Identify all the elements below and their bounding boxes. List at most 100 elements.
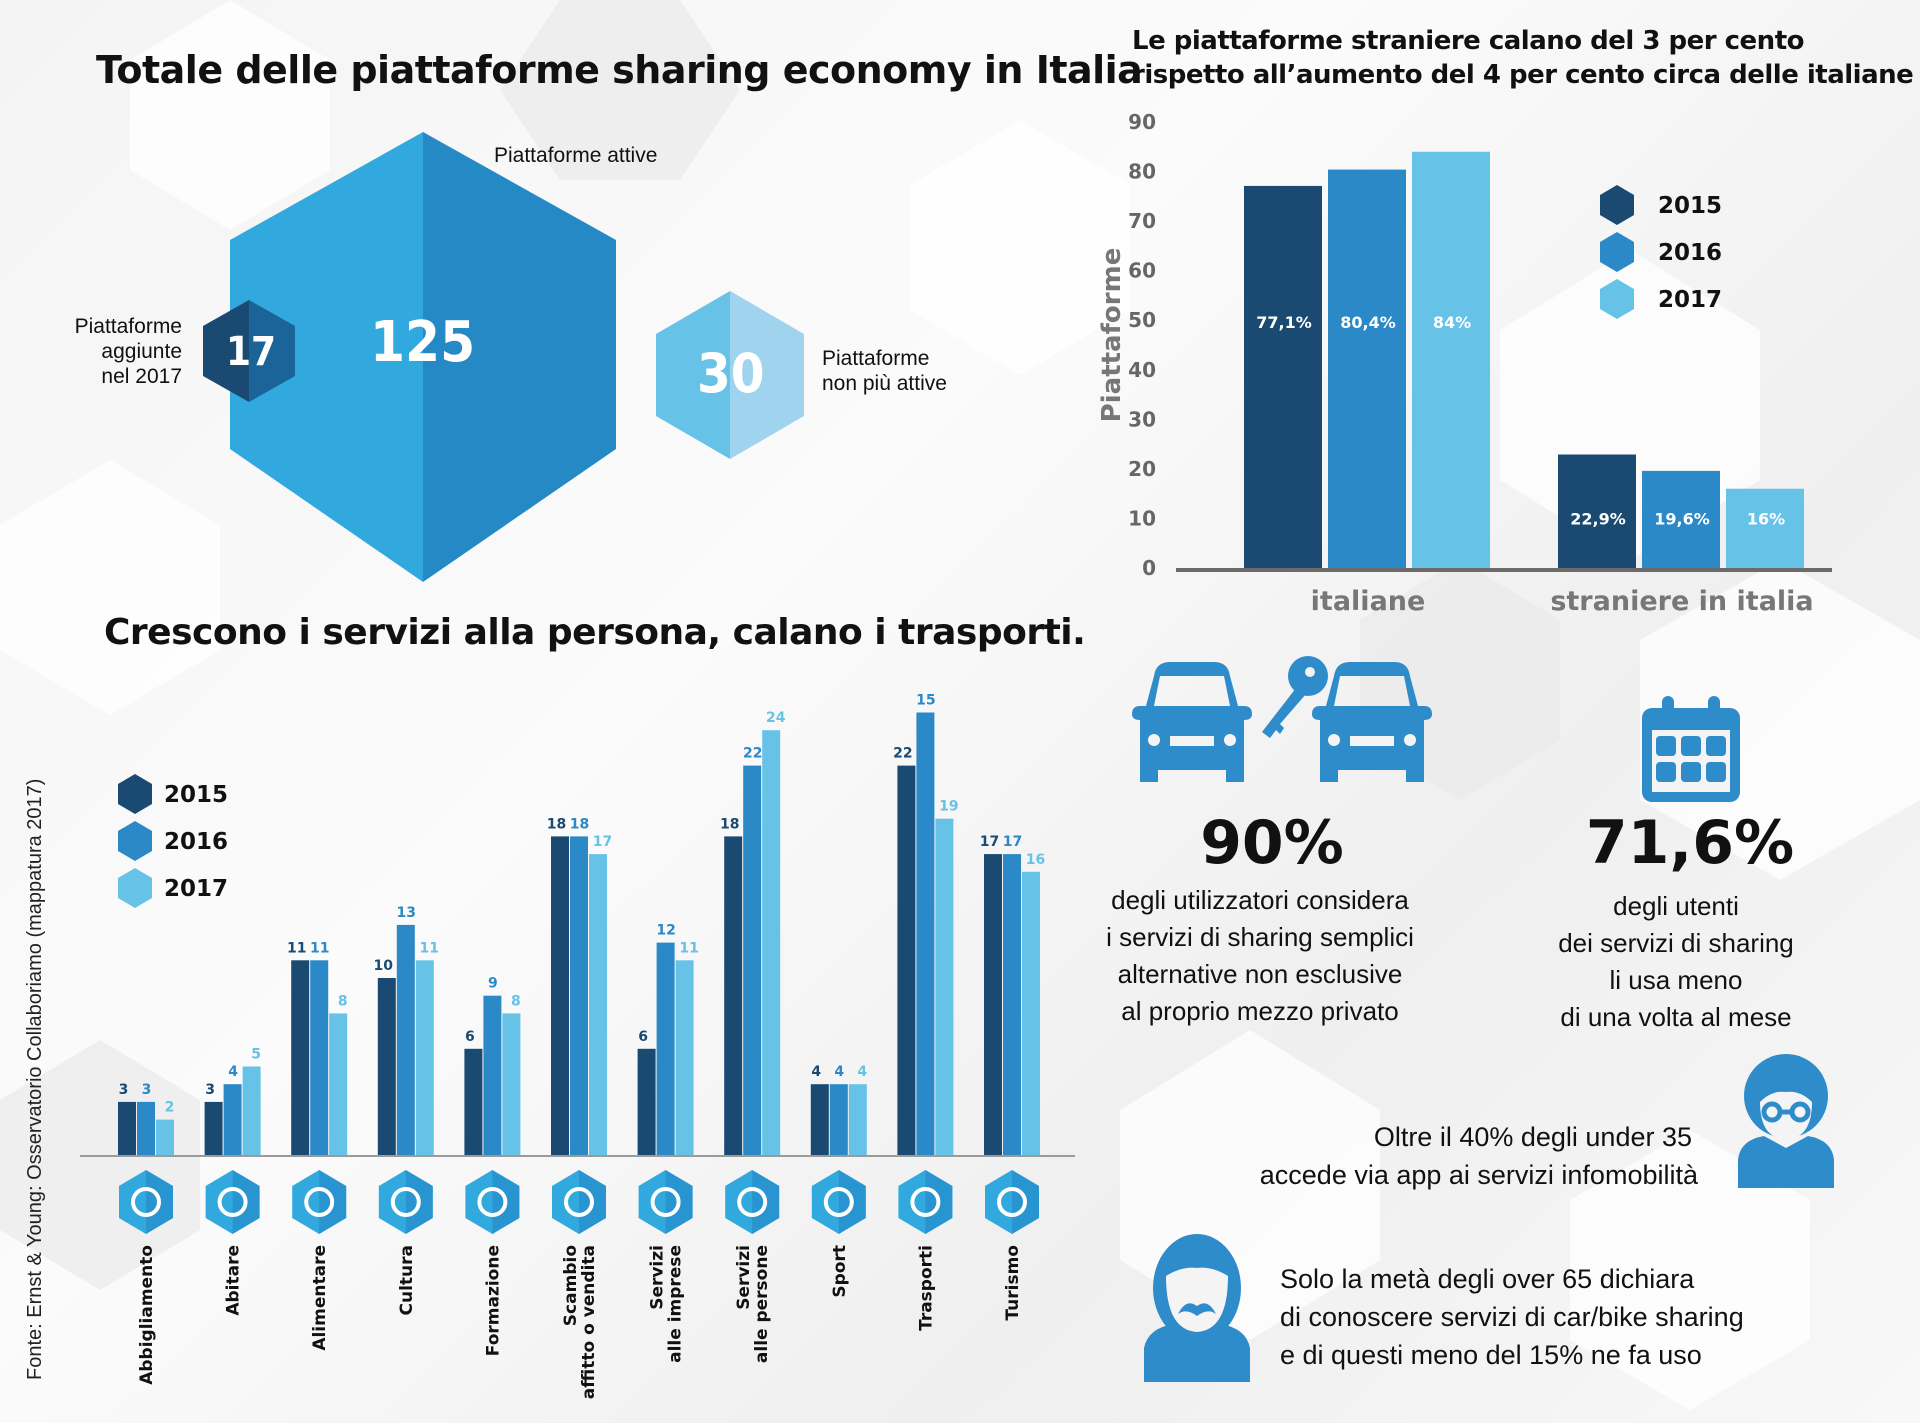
calendar-icon [1642,696,1740,802]
bar-value-label: 24 [766,710,786,726]
bar-value-label: 16% [1747,509,1785,528]
bar-value-label: 4 [857,1064,867,1080]
calendar-line-3: li usa meno [1609,965,1743,995]
bar-value-label: 12 [656,923,675,939]
icon-glyph [997,1187,1027,1217]
bar-value-label: 19,6% [1654,509,1710,528]
category-label: Abitare [224,1245,244,1316]
bar-value-label: 10 [374,958,394,974]
legend-label: 2016 [1658,240,1722,266]
icon-glyph [737,1187,768,1217]
category-label: Trasporti [916,1245,936,1331]
category-label: Formazione [483,1245,503,1356]
bar-value-label: 3 [205,1082,215,1098]
category-label: affitto o vendita [579,1245,599,1399]
icon-glyph [650,1187,681,1217]
category-label: alle imprese [666,1245,686,1363]
bar-2016 [1003,854,1021,1155]
category-label: Scambio [561,1245,581,1326]
bar-value-label: 5 [251,1047,261,1063]
bar-2016 [570,836,588,1155]
bar-2017 [1412,151,1490,568]
old-line-3: e di questi meno del 15% ne fa uso [1280,1340,1702,1370]
bar-2015 [984,854,1002,1155]
category-label: alle persone [752,1245,772,1363]
bar-2017 [762,730,781,1155]
bar-value-label: 9 [488,976,498,992]
bar-value-label: 13 [397,905,416,921]
bar-value-label: 17 [1003,834,1022,850]
category-label: Servizi [648,1245,668,1310]
bar-value-label: 2 [165,1100,175,1116]
bar-value-label: 22 [743,746,762,762]
legend-swatch-2016 [118,821,152,861]
bar-value-label: 18 [547,816,566,832]
chart1-title: Le piattaforme straniere calano del 3 pe… [1132,24,1914,92]
category-label: Sport [830,1245,850,1298]
bar-value-label: 4 [811,1064,821,1080]
bar-value-label: 84% [1433,313,1471,332]
chart2-title: Crescono i servizi alla persona, calano … [104,612,1086,653]
y-tick-label: 80 [1128,160,1156,184]
bar-2016 [1642,470,1720,568]
bar-2017 [675,960,694,1155]
bar-2015 [897,765,916,1155]
legend-label: 2015 [1658,193,1722,219]
bar-2016 [916,712,935,1155]
bar-value-label: 22 [893,746,912,762]
icon-glyph [217,1187,248,1217]
bar-2015 [1244,185,1322,568]
legend-label: 2017 [164,876,228,902]
category-label: Alimentare [310,1245,330,1351]
y-tick-label: 40 [1128,358,1156,382]
bar-value-label: 3 [119,1082,129,1098]
legend-label: 2016 [164,829,228,855]
category-label: Servizi [734,1245,754,1310]
bar-2017 [415,960,434,1155]
bar-2016 [396,924,415,1155]
active-platforms-hexagon [230,132,616,582]
bar-2015 [551,836,569,1155]
bar-2017 [589,854,607,1155]
bar-value-label: 4 [834,1064,844,1080]
bar-2016 [1328,169,1406,568]
y-tick-label: 20 [1128,457,1156,481]
bar-2017 [242,1066,261,1155]
old-stat-text: Solo la metà degli over 65 dichiara di c… [1280,1260,1840,1374]
bar-value-label: 19 [939,799,958,815]
calendar-stat-value: 71,6% [1585,808,1795,878]
bar-value-label: 6 [638,1029,648,1045]
old-line-1: Solo la metà degli over 65 dichiara [1280,1264,1695,1294]
added-label-line-3: nel 2017 [101,365,182,388]
calendar-line-4: di una volta al mese [1560,1002,1792,1032]
y-tick-label: 60 [1128,259,1156,283]
chart1-title-line-1: Le piattaforme straniere calano del 3 pe… [1132,26,1805,56]
bar-value-label: 15 [916,693,935,709]
young-person-glasses-icon [1738,1054,1834,1188]
bar-2015 [464,1048,483,1155]
category-label: Cultura [397,1245,417,1316]
added-platforms-hexagon [203,300,295,402]
inactive-label-line-2: non più attive [822,372,947,395]
bar-value-label: 4 [228,1064,238,1080]
legend-swatch-2015 [118,774,152,814]
bar-2017 [848,1084,867,1155]
bar-2017 [935,818,954,1155]
bar-2017 [502,1013,521,1155]
category-label: Abbigliamento [137,1245,157,1385]
bar-2015 [291,960,310,1155]
cars-line-3: alternative non esclusive [1117,959,1403,989]
young-line-1: Oltre il 40% degli under 35 [1373,1122,1692,1152]
bar-value-label: 11 [287,940,306,956]
x-category-label: italiane [1311,586,1426,617]
bar-2015 [118,1101,136,1155]
bar-2016 [137,1101,155,1155]
summary-title: Totale delle piattaforme sharing economy… [96,48,1143,92]
icon-glyph [823,1187,854,1217]
old-line-2: di conoscere servizi di car/bike sharing [1280,1302,1744,1332]
inactive-platforms-value: 30 [697,342,765,405]
added-label-line-2: aggiunte [101,340,182,363]
icon-glyph [564,1187,594,1217]
calendar-line-1: degli utenti [1613,891,1739,921]
bar-value-label: 6 [465,1029,475,1045]
